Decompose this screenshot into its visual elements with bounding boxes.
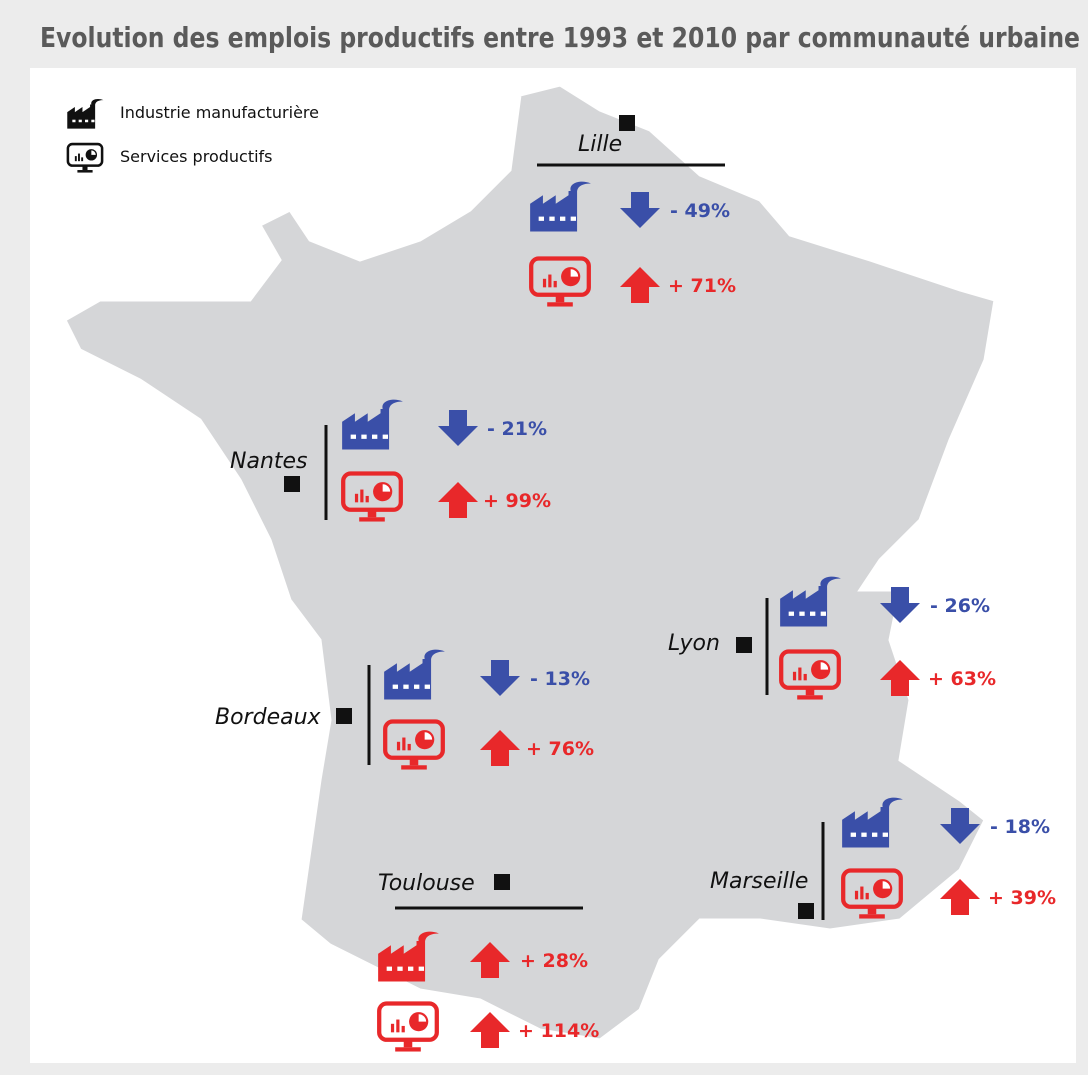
france-shape	[63, 83, 997, 1042]
city-name: Toulouse	[378, 871, 475, 896]
title: Evolution des emplois productifs entre 1…	[40, 21, 1080, 54]
city-marker	[284, 476, 300, 492]
city-name: Marseille	[710, 869, 808, 894]
city-name: Nantes	[230, 449, 308, 474]
trend-arrow	[438, 410, 478, 446]
city-marker	[336, 708, 352, 724]
city-name: Lille	[578, 132, 622, 157]
trend-arrow	[940, 879, 980, 915]
change-label: - 13%	[530, 668, 590, 690]
trend-arrow	[620, 192, 660, 228]
trend-arrow	[620, 267, 660, 303]
change-label: + 99%	[483, 490, 551, 512]
trend-arrow	[480, 730, 520, 766]
city-marker	[798, 903, 814, 919]
change-label: + 76%	[526, 738, 594, 760]
trend-arrow	[438, 482, 478, 518]
change-label: + 63%	[928, 668, 996, 690]
legend-label: Services productifs	[120, 147, 273, 166]
change-label: + 71%	[668, 275, 736, 297]
change-label: - 49%	[670, 200, 730, 222]
change-label: + 114%	[518, 1020, 599, 1042]
trend-arrow	[880, 587, 920, 623]
trend-arrow	[940, 808, 980, 844]
trend-arrow	[480, 660, 520, 696]
cities: Lille - 49% + 71% Nantes - 21% + 99% Bordeaux -…	[215, 115, 1056, 1052]
city-marker	[494, 874, 510, 890]
city-name: Lyon	[668, 631, 720, 656]
change-label: - 21%	[487, 418, 547, 440]
city-marker	[736, 637, 752, 653]
change-label: + 28%	[520, 950, 588, 972]
legend-label: Industrie manufacturière	[120, 103, 319, 122]
change-label: - 18%	[990, 816, 1050, 838]
trend-arrow	[470, 942, 510, 978]
change-label: - 26%	[930, 595, 990, 617]
city-name: Bordeaux	[215, 705, 322, 730]
trend-arrow	[470, 1012, 510, 1048]
trend-arrow	[880, 660, 920, 696]
change-label: + 39%	[988, 887, 1056, 909]
city-marker	[619, 115, 635, 131]
